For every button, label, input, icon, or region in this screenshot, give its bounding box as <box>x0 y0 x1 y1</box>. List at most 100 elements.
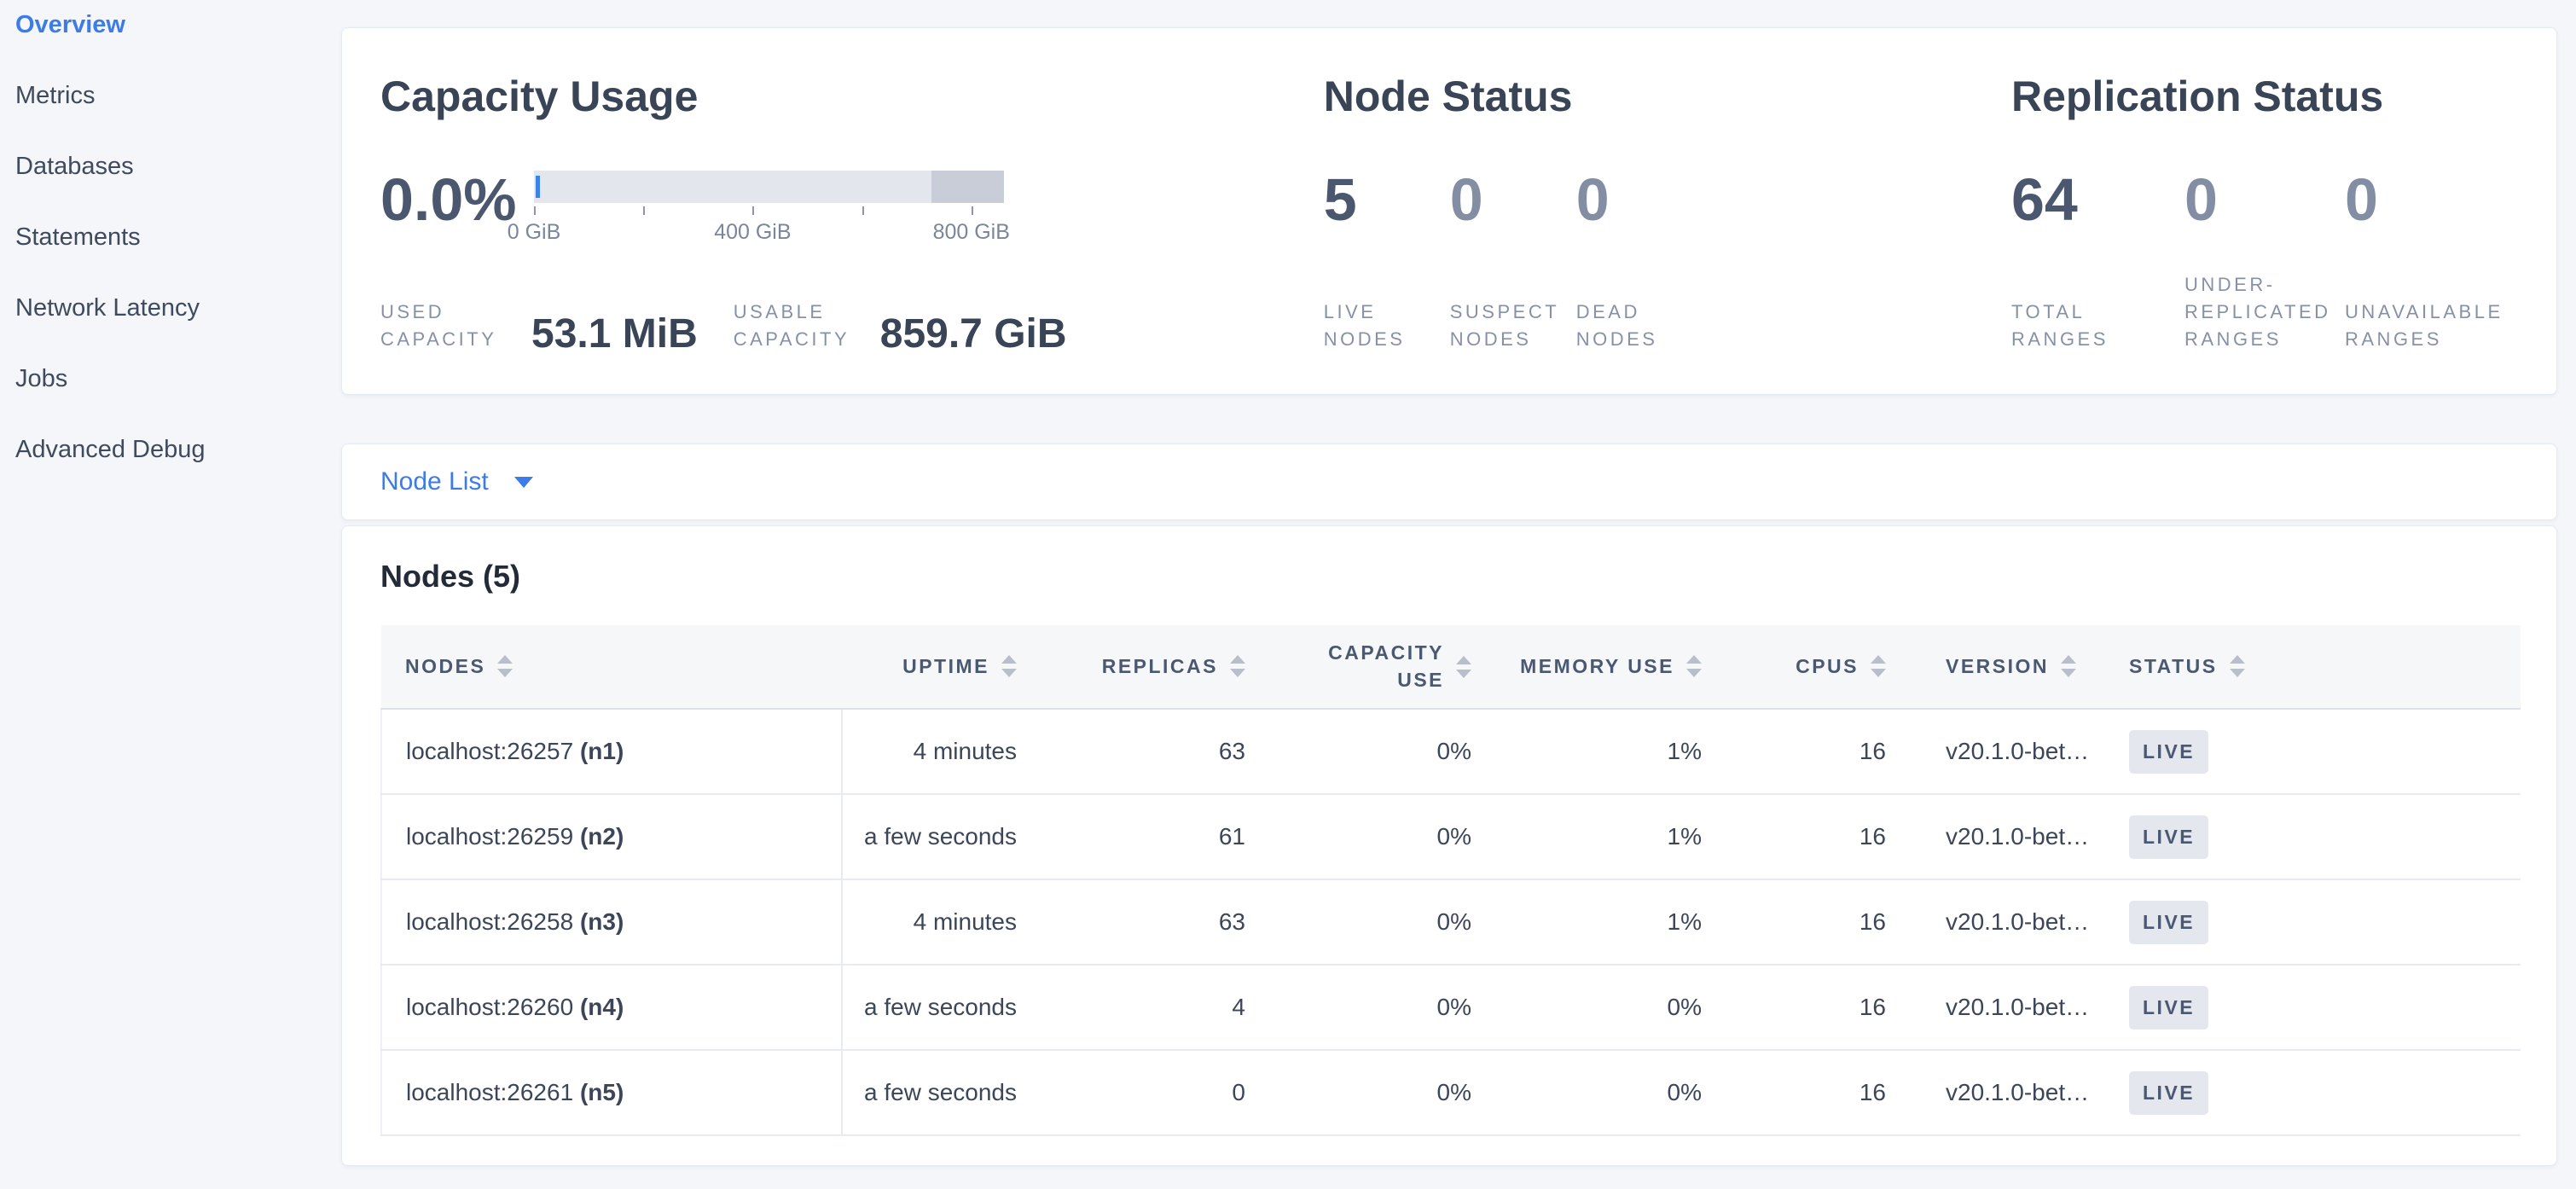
cell-uptime: a few seconds <box>842 1050 1051 1136</box>
table-row[interactable]: localhost:26258 (n3) 4 minutes 63 0% 1% 16 v20… <box>380 879 2521 966</box>
cell-status: LIVE <box>2116 794 2521 880</box>
table-row[interactable]: localhost:26257 (n1) 4 minutes 63 0% 1% 16 v20… <box>380 709 2521 795</box>
column-header-version[interactable]: VERSION <box>1920 625 2116 710</box>
cell-node[interactable]: localhost:26259 (n2) <box>380 794 843 880</box>
column-header-label: CAPACITY USE <box>1328 641 1444 691</box>
node-id: (n1) <box>579 738 624 764</box>
cell-node[interactable]: localhost:26261 (n5) <box>380 1050 843 1136</box>
sidebar-item-label: Jobs <box>15 365 68 392</box>
axis-tick <box>534 206 536 215</box>
sort-icon <box>2229 655 2245 678</box>
cell-node[interactable]: localhost:26258 (n3) <box>380 879 843 966</box>
cell-cpus: 16 <box>1736 709 1920 795</box>
sidebar-item-jobs[interactable]: Jobs <box>15 344 341 415</box>
sort-desc-icon <box>2061 669 2077 678</box>
used-capacity-value: 53.1 MiB <box>531 311 698 357</box>
sidebar-item-metrics[interactable]: Metrics <box>15 61 341 131</box>
nodes-table: NODES UPTIME REPLICAS <box>380 625 2521 1136</box>
sort-asc-icon <box>1871 655 1886 664</box>
usable-capacity-label: USABLE CAPACITY <box>733 301 850 350</box>
sidebar-item-label: Network Latency <box>15 294 200 322</box>
cell-capacity_use: 0% <box>1279 965 1506 1051</box>
axis-tick <box>752 206 755 215</box>
summary-stat-value: 0 <box>2184 166 2218 233</box>
column-header-capacity_use[interactable]: CAPACITY USE <box>1279 625 1506 710</box>
cluster-summary-card: Capacity Usage 0.0% 0 GiB 400 GiB 800 GiB … <box>341 27 2557 395</box>
summary-stat-value: 64 <box>2011 166 2078 233</box>
summary-stat: 0 SUSPECT NODES <box>1450 170 1576 353</box>
cell-cpus: 16 <box>1736 1050 1920 1136</box>
column-header-cpus[interactable]: CPUS <box>1736 625 1920 710</box>
summary-stat: 0 UNAVAILABLE RANGES <box>2345 170 2518 353</box>
sort-desc-icon <box>1230 669 1245 678</box>
sidebar-item-label: Overview <box>15 11 125 38</box>
cell-cpus: 16 <box>1736 965 1920 1051</box>
cell-version: v20.1.0-bet… <box>1920 709 2116 795</box>
column-header-label: NODES <box>405 654 486 677</box>
summary-stat-value: 0 <box>2345 166 2378 233</box>
sidebar-item-statements[interactable]: Statements <box>15 202 341 273</box>
cell-node[interactable]: localhost:26257 (n1) <box>380 709 843 795</box>
cell-replicas: 61 <box>1051 794 1279 880</box>
capacity-chart-row: 0.0% 0 GiB 400 GiB 800 GiB <box>380 170 1324 246</box>
node-id: (n3) <box>579 908 624 935</box>
summary-stat-label: UNDER-REPLICATED RANGES <box>2184 274 2331 350</box>
sidebar-item-network-latency[interactable]: Network Latency <box>15 273 341 344</box>
cell-capacity_use: 0% <box>1279 794 1506 880</box>
cell-version: v20.1.0-bet… <box>1920 1050 2116 1136</box>
column-header-label: STATUS <box>2129 654 2218 677</box>
summary-stat-label: TOTAL RANGES <box>2011 301 2109 350</box>
column-header-status[interactable]: STATUS <box>2116 625 2521 710</box>
table-row[interactable]: localhost:26259 (n2) a few seconds 61 0% 1% 1… <box>380 794 2521 880</box>
node-address-link[interactable]: localhost:26259 <box>406 823 580 850</box>
table-row[interactable]: localhost:26261 (n5) a few seconds 0 0% 0% 16… <box>380 1050 2521 1136</box>
sidebar-item-label: Statements <box>15 223 141 251</box>
chevron-down-icon <box>513 476 533 488</box>
node-address-link[interactable]: localhost:26257 <box>406 738 580 764</box>
node-address-link[interactable]: localhost:26261 <box>406 1079 580 1105</box>
sort-asc-icon <box>2229 655 2245 664</box>
sort-asc-icon <box>1686 655 1702 664</box>
main-content: Capacity Usage 0.0% 0 GiB 400 GiB 800 GiB … <box>341 0 2576 1166</box>
cell-version: v20.1.0-bet… <box>1920 965 2116 1051</box>
sort-desc-icon <box>1686 669 1702 678</box>
summary-stat-value: 0 <box>1575 166 1610 233</box>
sort-icon <box>1001 655 1017 678</box>
node-list-dropdown[interactable]: Node List <box>380 467 533 496</box>
node-status-stats: 5 LIVE NODES 0 SUSPECT NODES 0 DEAD NODE… <box>1324 170 2011 353</box>
sort-desc-icon <box>497 669 513 678</box>
sidebar-item-databases[interactable]: Databases <box>15 131 341 202</box>
node-address-link[interactable]: localhost:26258 <box>406 908 580 935</box>
cell-status: LIVE <box>2116 965 2521 1051</box>
column-header-memory_use[interactable]: MEMORY USE <box>1506 625 1736 710</box>
cell-memory_use: 0% <box>1506 1050 1736 1136</box>
nodes-table-header-row: NODES UPTIME REPLICAS <box>381 625 2521 710</box>
sidebar-item-overview[interactable]: Overview <box>15 0 341 61</box>
table-row[interactable]: localhost:26260 (n4) a few seconds 4 0% 0% 16… <box>380 965 2521 1051</box>
capacity-stats-row: USED CAPACITY 53.1 MiB USABLE CAPACITY 8… <box>380 299 1324 357</box>
sidebar-item-label: Advanced Debug <box>15 436 206 463</box>
summary-stat-value: 5 <box>1323 166 1357 233</box>
node-status-title: Node Status <box>1323 72 1573 120</box>
column-header-node[interactable]: NODES <box>381 625 842 710</box>
cell-memory_use: 1% <box>1506 709 1736 795</box>
node-address-link[interactable]: localhost:26260 <box>406 994 580 1020</box>
cell-replicas: 4 <box>1051 965 1279 1051</box>
cell-node[interactable]: localhost:26260 (n4) <box>380 965 843 1051</box>
capacity-bar-reserved-segment <box>931 171 1004 203</box>
sort-desc-icon <box>1871 669 1886 678</box>
axis-tick <box>643 206 646 215</box>
column-header-replicas[interactable]: REPLICAS <box>1051 625 1279 710</box>
summary-stat-label: LIVE NODES <box>1323 301 1406 350</box>
cell-replicas: 0 <box>1051 1050 1279 1136</box>
node-status-section: Node Status 5 LIVE NODES 0 SUSPECT NODES… <box>1324 71 2011 353</box>
used-capacity-label: USED CAPACITY <box>380 301 497 350</box>
capacity-bar-chart: 0 GiB 400 GiB 800 GiB <box>508 170 1010 246</box>
status-badge: LIVE <box>2129 729 2209 774</box>
column-header-uptime[interactable]: UPTIME <box>842 625 1051 710</box>
cell-memory_use: 0% <box>1506 965 1736 1051</box>
column-header-label: UPTIME <box>902 654 989 677</box>
cell-version: v20.1.0-bet… <box>1920 794 2116 880</box>
sidebar-item-advanced-debug[interactable]: Advanced Debug <box>15 415 341 485</box>
sort-asc-icon <box>1456 655 1471 664</box>
